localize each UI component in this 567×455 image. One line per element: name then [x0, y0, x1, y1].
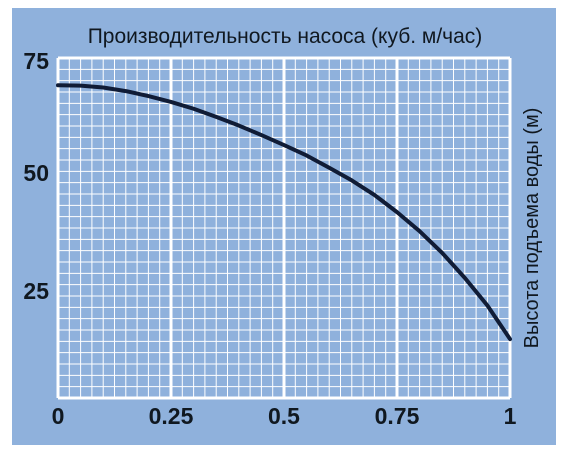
y-axis-label: Высота подъема воды (м): [521, 108, 543, 349]
chart-title: Производительность насоса (куб. м/час): [88, 25, 483, 48]
major-grid: [56, 56, 512, 400]
x-tick-label: 0.75: [375, 403, 420, 429]
y-tick-label: 50: [23, 160, 49, 186]
x-tick-label: 0.25: [149, 403, 194, 429]
x-tick-label: 0: [52, 403, 65, 429]
series-line: [56, 83, 512, 342]
y-tick-label: 25: [23, 278, 49, 304]
x-tick-label: 1: [504, 403, 517, 429]
x-tick-label: 0.5: [268, 403, 300, 429]
y-tick-label: 75: [23, 48, 49, 74]
